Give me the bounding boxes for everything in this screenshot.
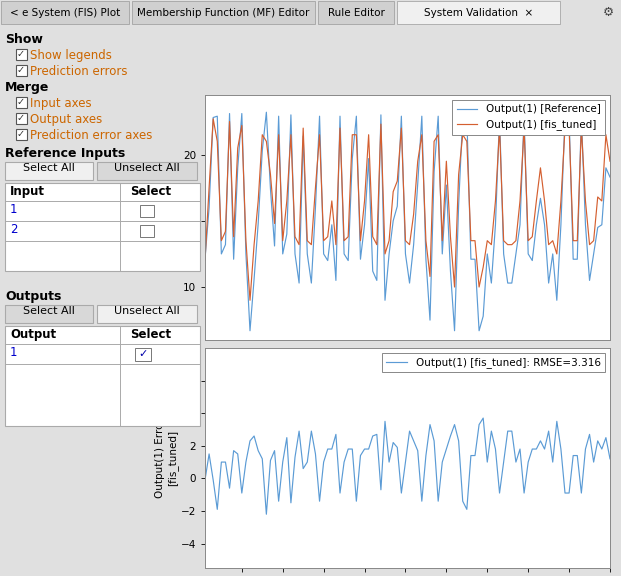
- Bar: [140, 225, 154, 237]
- Bar: [1, 1, 129, 24]
- Bar: [135, 348, 151, 361]
- Text: 2: 2: [10, 223, 17, 236]
- Output(1) [fis_tuned]: [594, 194, 602, 200]
- Bar: [132, 1, 315, 24]
- Output(1) [Reference]: [287, 111, 294, 118]
- Output(1) [fis_tuned]: [451, 283, 458, 290]
- Text: Reference Inputs: Reference Inputs: [5, 147, 125, 160]
- Bar: [318, 1, 394, 24]
- Bar: [397, 1, 560, 24]
- Bar: [5, 183, 200, 271]
- Legend: Output(1) [fis_tuned]: RMSE=3.316: Output(1) [fis_tuned]: RMSE=3.316: [383, 353, 605, 373]
- Output(1) [fis_tuned]: [418, 131, 425, 138]
- Text: System Validation  ×: System Validation ×: [424, 7, 533, 17]
- Text: Prediction error axes: Prediction error axes: [30, 129, 152, 142]
- Output(1) [fis_tuned]: [304, 237, 311, 244]
- Bar: [16, 49, 27, 60]
- Text: Rule Editor: Rule Editor: [327, 7, 384, 17]
- Text: Prediction errors: Prediction errors: [30, 65, 127, 78]
- Text: Membership Function (MF) Editor: Membership Function (MF) Editor: [137, 7, 310, 17]
- Output(1) [fis_tuned]: RMSE=3.316: (1, -0.1): RMSE=3.316: (1, -0.1): [201, 476, 209, 483]
- Bar: [16, 129, 27, 140]
- Text: 1: 1: [10, 346, 17, 359]
- Text: Output axes: Output axes: [30, 113, 102, 126]
- Output(1) [Reference]: [201, 256, 209, 263]
- Output(1) [Reference]: [304, 251, 311, 257]
- Output(1) [fis_tuned]: [201, 257, 209, 264]
- Text: ⚙: ⚙: [602, 6, 614, 19]
- Output(1) [Reference]: [247, 327, 254, 334]
- Text: Select All: Select All: [23, 163, 75, 173]
- Output(1) [Reference]: [418, 113, 425, 120]
- Text: Show: Show: [5, 33, 43, 46]
- Text: Select: Select: [130, 328, 171, 341]
- Line: Output(1) [fis_tuned]: RMSE=3.316: Output(1) [fis_tuned]: RMSE=3.316: [205, 418, 610, 514]
- Bar: [16, 97, 27, 108]
- Line: Output(1) [fis_tuned]: Output(1) [fis_tuned]: [205, 119, 610, 300]
- Output(1) [fis_tuned]: RMSE=3.316: (94, 1.8): RMSE=3.316: (94, 1.8): [582, 446, 589, 453]
- Bar: [16, 113, 27, 124]
- Text: Output: Output: [10, 328, 56, 341]
- Output(1) [fis_tuned]: RMSE=3.316: (21, 2.5): RMSE=3.316: (21, 2.5): [283, 434, 291, 441]
- Y-axis label: Output(1): Output(1): [164, 188, 177, 247]
- Bar: [97, 305, 197, 323]
- Bar: [97, 162, 197, 180]
- Output(1) [fis_tuned]: RMSE=3.316: (53, 1.7): RMSE=3.316: (53, 1.7): [414, 447, 422, 454]
- Output(1) [Reference]: [606, 173, 614, 180]
- Output(1) [Reference]: [451, 327, 458, 334]
- Output(1) [Reference]: [263, 109, 270, 116]
- Text: Input: Input: [10, 185, 45, 198]
- Output(1) [Reference]: [594, 224, 602, 231]
- Text: Unselect All: Unselect All: [114, 163, 180, 173]
- Output(1) [fis_tuned]: [287, 131, 294, 138]
- Output(1) [fis_tuned]: RMSE=3.316: (97, 2.3): RMSE=3.316: (97, 2.3): [594, 437, 602, 444]
- Output(1) [fis_tuned]: RMSE=3.316: (61, 2.6): RMSE=3.316: (61, 2.6): [446, 433, 454, 439]
- Text: Select All: Select All: [23, 306, 75, 316]
- Text: Unselect All: Unselect All: [114, 306, 180, 316]
- Bar: [16, 65, 27, 76]
- Text: ✓: ✓: [17, 66, 25, 75]
- Output(1) [fis_tuned]: RMSE=3.316: (100, 1.2): RMSE=3.316: (100, 1.2): [606, 456, 614, 463]
- Text: Select: Select: [130, 185, 171, 198]
- Output(1) [fis_tuned]: [582, 198, 589, 204]
- Text: Input axes: Input axes: [30, 97, 92, 110]
- Output(1) [fis_tuned]: RMSE=3.316: (16, -2.2): RMSE=3.316: (16, -2.2): [263, 511, 270, 518]
- Text: ✓: ✓: [17, 50, 25, 59]
- Text: < e System (FIS) Plot: < e System (FIS) Plot: [10, 7, 120, 17]
- Text: ✓: ✓: [17, 97, 25, 108]
- Output(1) [fis_tuned]: RMSE=3.316: (69, 3.7): RMSE=3.316: (69, 3.7): [479, 415, 487, 422]
- Output(1) [fis_tuned]: [209, 115, 217, 122]
- Output(1) [fis_tuned]: [606, 158, 614, 165]
- Output(1) [fis_tuned]: RMSE=3.316: (25, 0.6): RMSE=3.316: (25, 0.6): [299, 465, 307, 472]
- Text: 1: 1: [10, 203, 17, 216]
- Legend: Output(1) [Reference], Output(1) [fis_tuned]: Output(1) [Reference], Output(1) [fis_tu…: [453, 100, 605, 135]
- Bar: [5, 162, 93, 180]
- Output(1) [Reference]: [582, 221, 589, 228]
- Text: Merge: Merge: [5, 81, 50, 94]
- Text: Show legends: Show legends: [30, 49, 112, 62]
- Text: ✓: ✓: [138, 350, 148, 359]
- Text: Outputs: Outputs: [5, 290, 61, 303]
- Bar: [5, 326, 200, 426]
- Text: ✓: ✓: [17, 130, 25, 139]
- Line: Output(1) [Reference]: Output(1) [Reference]: [205, 112, 610, 331]
- Bar: [5, 305, 93, 323]
- Text: ✓: ✓: [17, 113, 25, 123]
- Bar: [140, 205, 154, 217]
- Output(1) [fis_tuned]: [247, 297, 254, 304]
- Y-axis label: Output(1) Error
[fis_tuned]: Output(1) Error [fis_tuned]: [155, 418, 178, 498]
